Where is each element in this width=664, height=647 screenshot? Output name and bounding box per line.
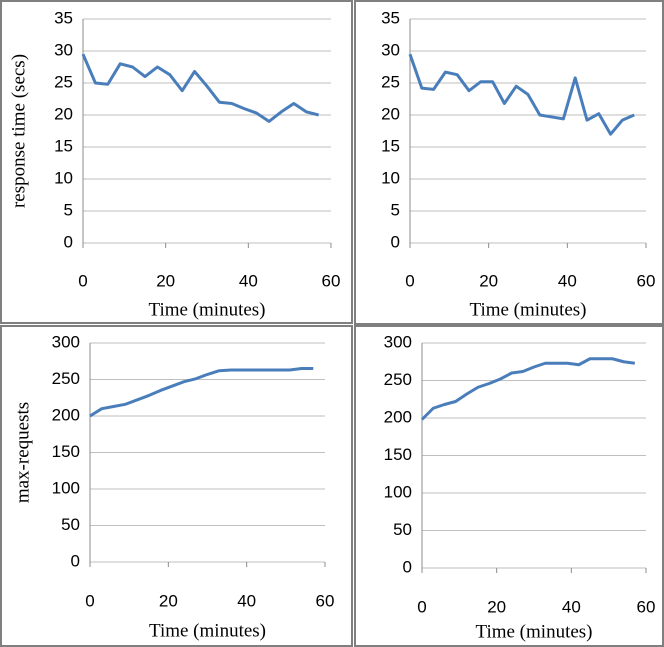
- x-tick-label: 20: [159, 591, 178, 610]
- y-tick-label: 0: [71, 551, 80, 570]
- y-tick-label: 150: [52, 442, 80, 461]
- x-tick-label: 40: [239, 271, 258, 290]
- y-tick-label: 100: [384, 482, 412, 501]
- x-tick-label: 20: [479, 271, 498, 290]
- y-tick-label: 5: [64, 200, 73, 219]
- x-axis-label: Time (minutes): [149, 620, 266, 641]
- y-tick-label: 10: [54, 168, 73, 187]
- y-tick-label: 35: [381, 8, 400, 27]
- y-tick-label: 200: [52, 405, 80, 424]
- y-tick-label: 200: [384, 407, 412, 426]
- y-tick-label: 25: [381, 72, 400, 91]
- y-tick-label: 30: [381, 40, 400, 59]
- x-tick-label: 40: [562, 597, 581, 616]
- y-axis-label: response time (secs): [8, 54, 29, 208]
- x-tick-label: 0: [417, 597, 426, 616]
- y-tick-label: 250: [384, 370, 412, 389]
- y-tick-label: 50: [393, 520, 412, 539]
- data-line: [420, 357, 635, 421]
- x-tick-label: 60: [322, 271, 341, 290]
- y-tick-label: 35: [54, 8, 73, 27]
- x-tick-label: 60: [316, 591, 335, 610]
- y-tick-label: 250: [52, 369, 80, 388]
- y-tick-label: 15: [54, 136, 73, 155]
- x-axis-label: Time (minutes): [149, 299, 266, 320]
- panel-frame: [0, 325, 353, 647]
- x-axis-label: Time (minutes): [476, 621, 593, 642]
- y-tick-label: 300: [52, 332, 80, 351]
- x-tick-label: 60: [637, 597, 656, 616]
- x-axis-label: Time (minutes): [470, 299, 587, 320]
- y-tick-label: 20: [381, 104, 400, 123]
- y-tick-label: 25: [54, 72, 73, 91]
- x-tick-label: 60: [637, 271, 656, 290]
- y-tick-label: 20: [54, 104, 73, 123]
- y-tick-label: 300: [384, 332, 412, 351]
- y-tick-label: 150: [384, 445, 412, 464]
- panel-frame: [354, 325, 664, 647]
- y-tick-label: 0: [391, 232, 400, 251]
- panel-frame: [354, 0, 664, 325]
- x-tick-label: 20: [156, 271, 175, 290]
- y-tick-label: 15: [381, 136, 400, 155]
- x-tick-label: 0: [85, 591, 94, 610]
- panel-frame: [0, 0, 353, 324]
- y-tick-label: 5: [391, 200, 400, 219]
- x-tick-label: 20: [487, 597, 506, 616]
- y-axis-label: max-requests: [12, 402, 33, 503]
- y-tick-label: 10: [381, 168, 400, 187]
- y-tick-label: 100: [52, 478, 80, 497]
- y-tick-label: 50: [61, 515, 80, 534]
- y-tick-label: 30: [54, 40, 73, 59]
- x-tick-label: 0: [405, 271, 414, 290]
- x-tick-label: 40: [237, 591, 256, 610]
- y-tick-label: 0: [403, 557, 412, 576]
- data-line: [408, 53, 635, 136]
- data-line: [81, 53, 319, 123]
- x-tick-label: 0: [78, 271, 87, 290]
- y-tick-label: 0: [64, 232, 73, 251]
- x-tick-label: 40: [558, 271, 577, 290]
- data-line: [89, 367, 314, 418]
